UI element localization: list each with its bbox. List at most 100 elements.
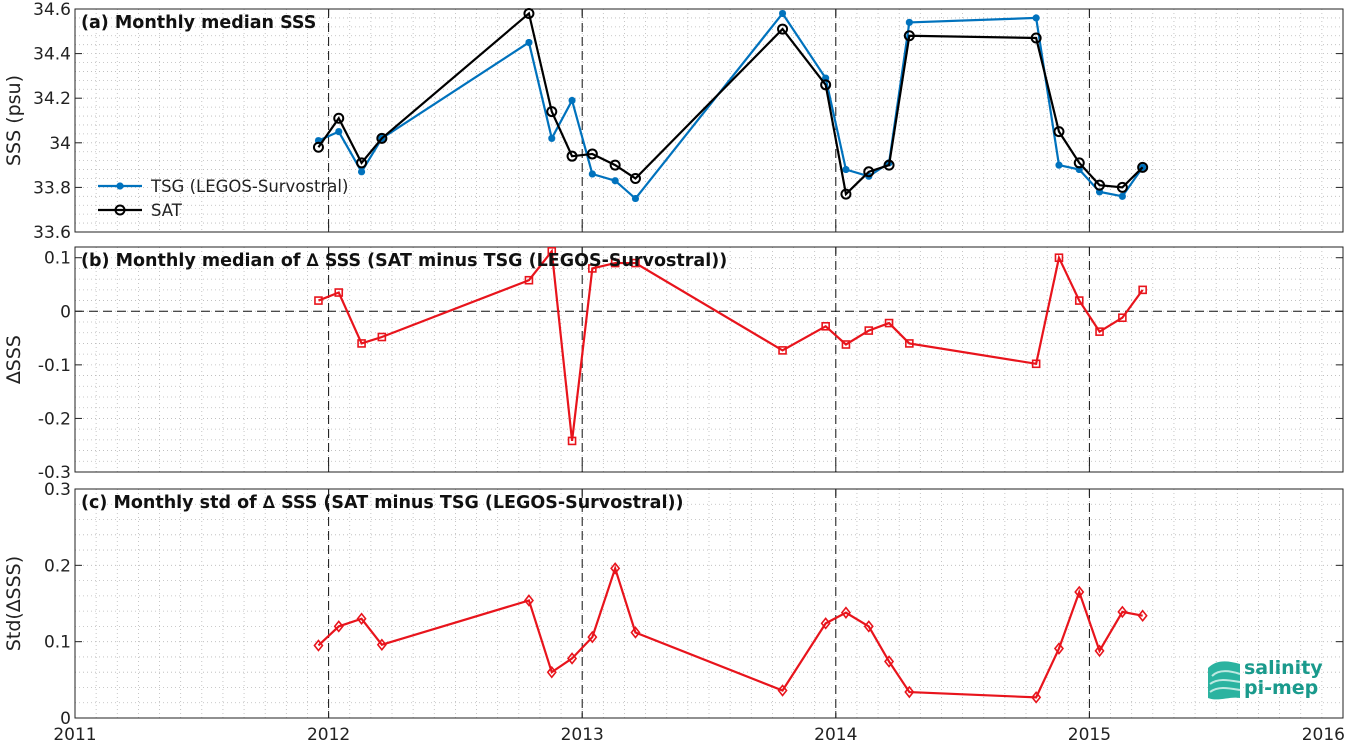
data-point bbox=[588, 170, 596, 178]
x-tick-label: 2013 bbox=[561, 725, 604, 745]
series-line bbox=[318, 11, 1144, 201]
data-point bbox=[1073, 157, 1085, 169]
data-point bbox=[1117, 605, 1128, 619]
data-point bbox=[314, 296, 323, 305]
data-point bbox=[820, 79, 832, 91]
chart-panel-b: -0.3 -0.2 -0.1 0 0.1 ∆SSS (b) Monthly median o… bbox=[3, 246, 1344, 483]
data-point bbox=[376, 132, 388, 144]
data-point bbox=[356, 157, 368, 169]
data-point bbox=[1118, 192, 1126, 200]
data-point bbox=[777, 23, 789, 35]
data-point bbox=[1137, 609, 1148, 622]
data-point bbox=[1116, 181, 1128, 193]
axes-frame bbox=[74, 488, 1344, 719]
x-tick-label: 2016 bbox=[1302, 725, 1345, 745]
data-point bbox=[314, 137, 322, 145]
panel-title: (b) Monthly median of ∆ SSS (SAT minus T… bbox=[81, 251, 727, 271]
data-point bbox=[333, 620, 344, 633]
data-point bbox=[1138, 285, 1147, 295]
data-point bbox=[357, 339, 366, 348]
legend-marker bbox=[116, 182, 124, 190]
data-point bbox=[1095, 327, 1104, 336]
y-axis-label: ∆SSS bbox=[3, 335, 25, 385]
data-point bbox=[546, 106, 558, 118]
data-point bbox=[312, 141, 324, 153]
y-axis-label: SSS (psu) bbox=[3, 75, 25, 166]
data-point bbox=[335, 128, 343, 136]
data-point bbox=[524, 275, 534, 285]
data-point bbox=[546, 665, 557, 679]
data-point bbox=[840, 188, 852, 200]
data-point bbox=[523, 7, 535, 19]
data-point bbox=[568, 96, 576, 104]
data-point bbox=[1030, 32, 1042, 44]
y-tick-label: 33.8 bbox=[33, 178, 71, 198]
panel-title: (a) Monthly median SSS bbox=[81, 13, 316, 33]
data-point bbox=[358, 168, 366, 176]
data-point bbox=[1075, 166, 1083, 174]
y-tick-label: 34.6 bbox=[33, 0, 71, 20]
data-point bbox=[1118, 313, 1127, 323]
data-point bbox=[567, 652, 578, 665]
y-tick-label: -0.1 bbox=[38, 356, 71, 376]
data-point bbox=[903, 30, 915, 42]
data-point bbox=[610, 562, 621, 575]
data-point bbox=[863, 166, 875, 178]
legend-marker bbox=[114, 204, 126, 216]
data-point bbox=[1053, 642, 1064, 655]
data-point bbox=[377, 332, 387, 342]
y-tick-label: 34.2 bbox=[33, 89, 71, 109]
data-point bbox=[1032, 14, 1040, 22]
legend: TSG (LEGOS-Survostral) SAT bbox=[98, 177, 348, 220]
x-tick-label: 2012 bbox=[307, 725, 350, 745]
data-point bbox=[609, 159, 621, 171]
data-point bbox=[842, 166, 850, 174]
y-tick-label: 0.1 bbox=[44, 633, 71, 653]
y-tick-label: -0.2 bbox=[38, 409, 71, 429]
data-point bbox=[1074, 585, 1085, 599]
data-point bbox=[841, 340, 851, 349]
logo-line2: pi-mep bbox=[1244, 677, 1319, 699]
data-point bbox=[631, 258, 640, 268]
data-point bbox=[313, 639, 324, 652]
data-point bbox=[778, 346, 787, 355]
chart-panel-a: 33.6 33.8 34 34.2 34.4 34.6 SSS (psu) (a) Month… bbox=[3, 0, 1344, 243]
salinity-pi-mep-logo: salinity pi-mep bbox=[1206, 656, 1346, 704]
data-point bbox=[884, 655, 895, 668]
chart-panel-c: 0 0.1 0.2 0.3 2011 2012 2013 2014 2015 2016 Std(∆S… bbox=[3, 480, 1345, 745]
y-tick-label: 33.6 bbox=[33, 223, 71, 243]
series-line bbox=[318, 248, 1144, 442]
data-point bbox=[525, 38, 533, 46]
y-tick-label: 0.2 bbox=[44, 556, 71, 576]
data-point bbox=[822, 74, 830, 82]
data-point bbox=[864, 326, 874, 335]
data-point bbox=[334, 288, 344, 297]
data-point bbox=[610, 258, 620, 268]
data-point bbox=[630, 626, 641, 639]
data-point bbox=[1031, 359, 1041, 369]
data-point bbox=[567, 436, 577, 446]
data-point bbox=[631, 195, 639, 203]
data-point bbox=[820, 617, 831, 630]
data-point bbox=[376, 638, 387, 652]
data-point bbox=[629, 172, 641, 184]
wave-logo-icon bbox=[1208, 661, 1241, 700]
data-point bbox=[586, 148, 598, 160]
data-point bbox=[547, 246, 557, 256]
y-tick-label: 0 bbox=[60, 709, 71, 729]
axes-frame bbox=[74, 246, 1344, 473]
data-point bbox=[1139, 163, 1147, 171]
data-point bbox=[779, 9, 787, 17]
series-line bbox=[317, 11, 1144, 197]
y-tick-label: 0.3 bbox=[44, 480, 71, 500]
data-point bbox=[905, 18, 913, 26]
y-tick-label: 0.1 bbox=[44, 249, 71, 269]
y-tick-label: 34.4 bbox=[33, 45, 71, 65]
y-axis-label: Std(∆SSS) bbox=[3, 556, 25, 651]
data-point bbox=[863, 620, 874, 633]
data-point bbox=[840, 606, 851, 619]
data-point bbox=[356, 612, 367, 626]
data-point bbox=[1094, 644, 1105, 658]
data-point bbox=[1094, 179, 1106, 191]
